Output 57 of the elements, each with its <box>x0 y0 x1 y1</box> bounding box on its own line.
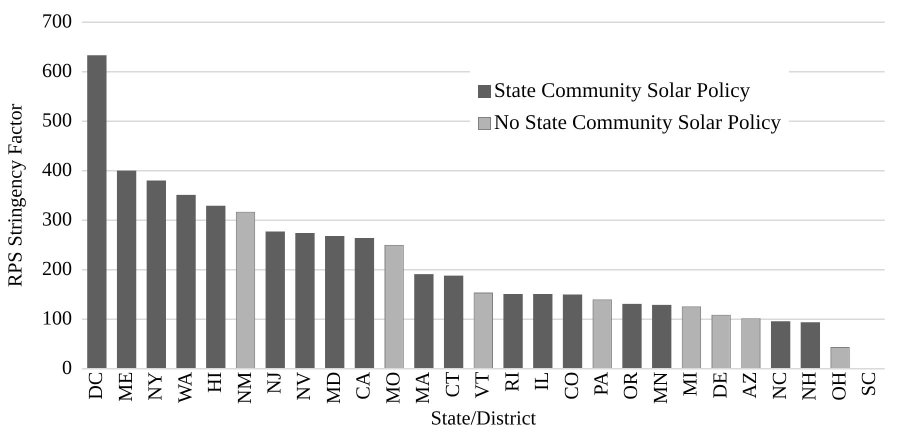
y-axis-title: RPS Stringency Factor <box>4 103 26 288</box>
x-tick-label: NH <box>798 372 821 401</box>
bar <box>295 233 315 368</box>
bar <box>206 206 226 368</box>
bar <box>266 232 285 368</box>
x-tick-label: DC <box>85 372 108 400</box>
x-tick-label: CA <box>352 371 375 400</box>
bar <box>414 274 434 368</box>
bar <box>533 294 552 368</box>
x-tick-label: AZ <box>739 372 762 398</box>
x-tick-label: MA <box>412 371 434 404</box>
x-tick-label: OR <box>620 371 642 400</box>
x-tick-label: SC <box>858 372 880 396</box>
bar <box>116 170 136 368</box>
x-tick-label: NM <box>234 372 256 404</box>
x-tick-label: OH <box>828 372 850 401</box>
bar <box>444 276 464 368</box>
bar <box>622 304 642 368</box>
x-tick-label: PA <box>590 371 613 396</box>
y-tick-label: 400 <box>42 158 72 181</box>
bar <box>562 294 582 368</box>
x-tick-label: MO <box>382 372 404 404</box>
x-tick-label: VT <box>472 372 494 398</box>
x-tick-label: IL <box>531 372 554 391</box>
x-tick-label: NJ <box>263 372 286 394</box>
x-tick-label: ME <box>114 372 137 402</box>
y-tick-label: 500 <box>42 109 72 132</box>
x-tick-label: MI <box>680 372 702 396</box>
y-tick-label: 0 <box>62 357 72 380</box>
legend-label: State Community Solar Policy <box>493 77 752 104</box>
x-tick-label: CT <box>442 372 464 398</box>
legend-label: No State Community Solar Policy <box>493 109 781 136</box>
bar <box>325 236 344 368</box>
x-tick-label: MD <box>322 372 345 404</box>
x-tick-label: DE <box>709 372 732 398</box>
x-tick-label: NY <box>144 372 167 401</box>
x-tick-label: NC <box>768 372 791 400</box>
y-tick-label: 600 <box>42 60 72 82</box>
bar <box>146 180 166 368</box>
x-tick-label: HI <box>204 372 226 393</box>
y-tick-label: 700 <box>42 10 72 32</box>
bar <box>87 55 107 368</box>
bar <box>176 194 196 368</box>
bar <box>770 321 790 368</box>
bar <box>800 322 820 368</box>
x-axis-title: State/District <box>430 407 537 430</box>
bar <box>354 238 374 368</box>
x-tick-label: CO <box>560 372 583 400</box>
x-tick-label: MN <box>650 372 672 404</box>
y-tick-label: 100 <box>42 307 72 330</box>
y-tick-label: 200 <box>42 258 72 280</box>
bar <box>503 294 523 368</box>
y-tick-label: 300 <box>42 208 72 230</box>
x-tick-label: NV <box>293 371 316 401</box>
bar <box>652 304 672 368</box>
x-tick-label: RI <box>501 372 524 392</box>
x-tick-label: WA <box>174 371 196 403</box>
